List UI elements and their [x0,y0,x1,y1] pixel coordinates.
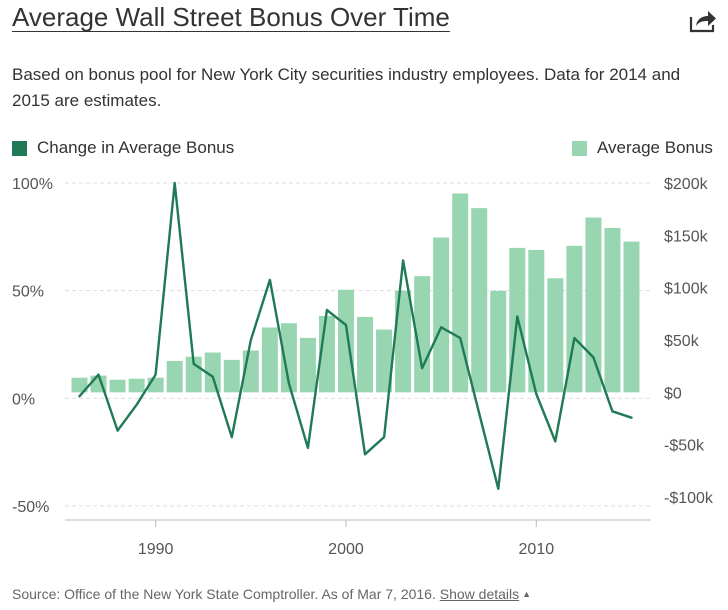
chart-plot: 100% 50% 0% -50% $200k $150k $100k $50k $0 -$50k -… [12,176,714,558]
y-left-tick-label: 50% [12,284,44,301]
bar-2011 [547,278,564,393]
bar-2014 [604,228,621,393]
y-right-tick-label: $150k [664,228,709,245]
bar-2006 [452,193,469,393]
bar-2002 [376,329,393,393]
legend-swatch-bar [572,140,587,156]
legend-label-change: Change in Average Bonus [37,138,235,157]
y-right-tick-label: $50k [664,333,700,350]
y-right-tick-label: -$100k [664,490,714,507]
bar-2003 [395,290,412,393]
bar-1989 [128,378,145,393]
bar-1994 [223,359,240,393]
bar-2004 [414,276,431,393]
y-right-tick-label: -$50k [664,438,705,455]
chart-subtitle: Based on bonus pool for New York City se… [12,65,681,110]
bar-1998 [299,337,316,393]
caret-up-icon: ▲ [522,589,532,599]
bar-2007 [471,208,488,393]
bar-1997 [280,323,297,393]
chart-title: Average Wall Street Bonus Over Time [12,2,450,32]
bar-2000 [337,289,354,393]
source-text: Source: Office of the New York State Com… [12,586,436,602]
y-right-tick-label: $200k [664,176,709,193]
y-right-tick-label: $0 [664,385,682,402]
bar-2005 [433,237,450,393]
bar-2015 [623,241,640,393]
y-right-tick-label: $100k [664,281,709,298]
bar-1991 [166,360,183,393]
bar-2010 [528,249,545,393]
legend-average-bonus: Average Bonus [572,138,713,158]
bar-1996 [261,327,278,393]
x-tick-label: 2010 [519,541,555,558]
show-details-label: Show details [439,586,520,602]
bar-2008 [490,290,507,393]
bar-1988 [109,379,126,393]
y-left-tick-label: 100% [12,176,53,193]
bar-1986 [71,377,88,393]
x-tick-label: 2000 [328,541,364,558]
show-details-link[interactable]: Show details ▲ [440,586,531,602]
legend-change-in-average-bonus: Change in Average Bonus [12,138,234,158]
bar-2013 [585,217,602,393]
bar-1993 [204,352,221,393]
legend-swatch-line [12,140,27,156]
bar-2001 [357,316,374,393]
y-left-tick-label: -50% [12,499,49,516]
x-tick-label: 1990 [138,541,174,558]
line-change-in-average-bonus [78,181,633,490]
y-left-tick-label: 0% [12,391,35,408]
source-footer: Source: Office of the New York State Com… [12,586,531,602]
share-arrow-icon[interactable] [688,8,718,34]
legend-label-average: Average Bonus [597,138,713,157]
